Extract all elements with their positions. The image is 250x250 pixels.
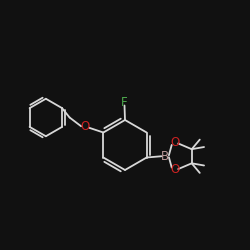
Text: F: F xyxy=(120,96,127,109)
Text: O: O xyxy=(170,136,179,149)
Text: O: O xyxy=(170,163,179,176)
Text: O: O xyxy=(80,120,89,133)
Text: B: B xyxy=(161,150,170,163)
